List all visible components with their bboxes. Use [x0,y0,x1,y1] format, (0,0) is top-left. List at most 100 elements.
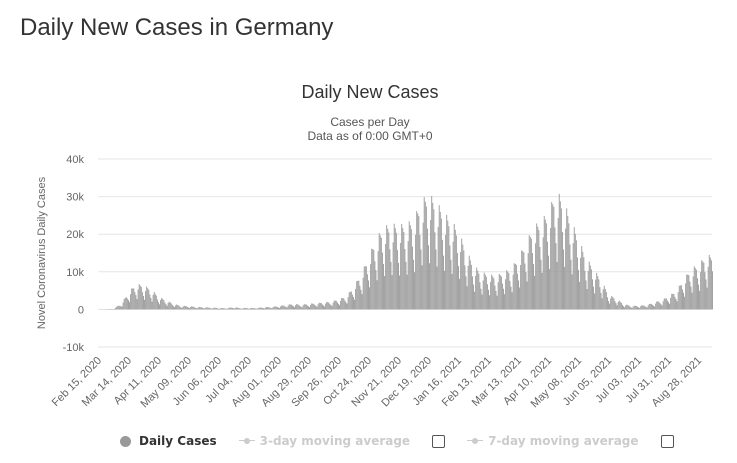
bar-daily-cases [574,233,576,310]
bar-daily-cases [174,307,175,310]
bar-daily-cases [324,306,326,310]
bar-daily-cases [354,299,356,310]
bar-daily-cases [451,273,453,310]
bar-daily-cases [366,274,368,310]
bar-daily-cases [675,299,677,310]
bar-daily-cases [653,305,654,310]
bar-daily-cases [709,257,711,310]
bar-daily-cases [485,276,487,310]
legend-7day-average[interactable]: 7-day moving average [467,434,674,448]
legend-daily-cases-marker [120,435,131,447]
bar-daily-cases [184,306,186,310]
bar-daily-cases [330,305,332,310]
bar-daily-cases [510,286,512,310]
bar-daily-cases [465,276,467,310]
bar-daily-cases [498,273,500,310]
bar-daily-cases [474,291,476,310]
bar-daily-cases [571,274,573,310]
bar-daily-cases [519,287,521,310]
bar-daily-cases [702,261,704,310]
bar-daily-cases [360,289,362,310]
bar-daily-cases [623,306,624,310]
bar-daily-cases [551,201,553,310]
bar-daily-cases [463,250,465,310]
bar-daily-cases [538,230,540,310]
bar-daily-cases [260,307,262,310]
bar-daily-cases [214,307,216,310]
legend-3day-average[interactable]: 3-day moving average [238,434,446,448]
bar-daily-cases [639,307,641,310]
bar-daily-cases [424,201,426,310]
bar-daily-cases [564,266,566,310]
bar-daily-cases [288,304,290,310]
bar-daily-cases [585,280,587,310]
bar-daily-cases [583,257,585,310]
bar-daily-cases [496,295,498,310]
bar-daily-cases [159,304,160,310]
bar-daily-cases [320,303,322,310]
bar-daily-cases [310,304,312,310]
legend-daily-cases[interactable]: Daily Cases [120,434,217,448]
bar-daily-cases [200,307,202,310]
bar-daily-cases [239,308,241,310]
bar-daily-cases [471,276,473,310]
bar-daily-cases [384,276,386,310]
bar-daily-cases [325,303,327,310]
bar-daily-cases [462,244,464,310]
bar-daily-cases [132,288,134,310]
bar-daily-cases [492,276,494,310]
bar-daily-cases [278,307,279,310]
bar-daily-cases [227,308,229,310]
bar-daily-cases [197,307,199,310]
bar-daily-cases [344,300,346,310]
bar-daily-cases [192,306,194,310]
bar-daily-cases [221,307,223,310]
bar-daily-cases [175,305,177,310]
bar-daily-cases [693,266,695,310]
legend-7day-checkbox[interactable] [660,434,674,448]
bar-daily-cases [575,240,577,310]
bar-daily-cases [566,208,568,310]
bar-daily-cases [516,273,518,310]
bar-daily-cases [313,303,315,310]
bar-daily-cases [423,197,425,310]
bar-daily-cases [361,294,363,310]
bar-daily-cases [156,299,158,310]
bar-daily-cases [528,235,530,310]
bar-daily-cases [299,305,301,310]
bar-daily-cases [542,237,544,310]
bar-daily-cases [654,306,656,310]
bar-daily-cases [318,302,320,310]
bar-daily-cases [191,306,193,310]
bar-daily-cases [312,303,314,310]
bar-daily-cases [154,293,156,310]
bar-daily-cases [450,259,452,310]
bar-daily-cases [343,298,345,310]
bar-daily-cases [554,227,556,310]
bar-daily-cases [703,262,705,310]
bar-daily-cases [353,296,354,310]
bar-daily-cases [129,302,130,310]
bar-daily-cases [415,234,417,310]
bar-daily-cases [223,308,225,310]
bar-daily-cases [557,218,559,310]
bar-daily-cases [162,298,164,310]
bar-daily-cases [295,305,297,310]
bar-daily-cases [493,278,495,310]
bar-daily-cases [210,308,212,310]
bar-daily-cases [486,284,488,310]
bar-daily-cases [314,305,316,310]
bar-daily-cases [548,255,549,310]
bar-daily-cases [168,301,170,310]
bar-daily-cases [494,285,496,310]
bar-daily-cases [315,305,317,310]
bar-daily-cases [257,308,259,310]
bar-daily-cases [205,307,207,310]
legend-3day-checkbox[interactable] [432,434,446,448]
bar-daily-cases [558,193,560,310]
bar-daily-cases [621,304,623,310]
bar-daily-cases [114,308,115,310]
bar-daily-cases [467,265,469,310]
bar-daily-cases [439,211,441,310]
bar-daily-cases [674,296,676,310]
